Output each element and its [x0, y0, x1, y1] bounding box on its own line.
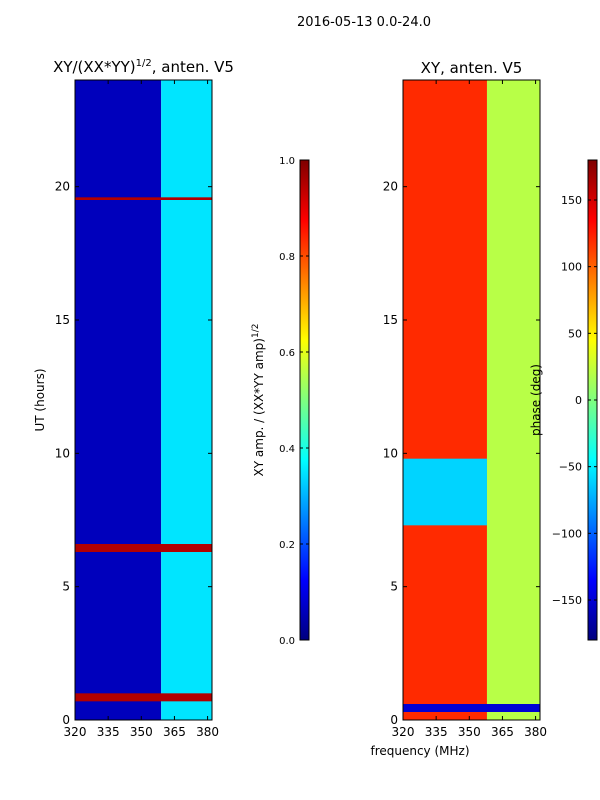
colorbar-tick-label: 0.2 — [279, 540, 295, 551]
colorbar-tick-label: 150 — [561, 194, 582, 207]
colorbar-tick-label: 1.0 — [279, 156, 295, 167]
colorbar-label-2: phase (deg) — [529, 364, 543, 436]
panel-2: 320 335 350 365 380 0 5 10 15 20 XY, anten. V5 freq… — [370, 59, 598, 758]
ytick-label: 10 — [55, 446, 70, 460]
colorbar-tick-label: 100 — [561, 261, 582, 274]
colorbar-tick-label: 0 — [575, 394, 582, 407]
ytick-label: 15 — [383, 313, 398, 327]
ytick-label: 0 — [62, 713, 70, 727]
xtick-label: 350 — [458, 725, 481, 739]
xlabel: frequency (MHz) — [370, 744, 469, 758]
xtick-label: 335 — [425, 725, 448, 739]
heatmap-cell-1-1 — [75, 80, 162, 720]
panel-title-2: XY, anten. V5 — [421, 59, 523, 77]
axes-frame-1 — [74, 79, 213, 721]
colorbar-tick-label: 0.8 — [279, 252, 295, 263]
xtick-label: 335 — [97, 725, 120, 739]
colorbar-tick-label: −50 — [559, 461, 582, 474]
heatmap-cell-1-3 — [75, 693, 212, 702]
heatmap-cell-2-4 — [403, 704, 540, 712]
axes-frame-2 — [402, 79, 541, 721]
ytick-label: 10 — [383, 446, 398, 460]
xtick-label: 350 — [130, 725, 153, 739]
heatmap-cell-2-1 — [403, 80, 487, 720]
ytick-label: 5 — [62, 580, 70, 594]
heatmap-cell-1-5 — [75, 197, 212, 200]
figure-suptitle: 2016-05-13 0.0-24.0 — [297, 15, 431, 30]
heatmap-cell-1-4 — [75, 544, 212, 552]
heatmap-cell-2-2 — [486, 80, 540, 720]
ytick-label: 5 — [390, 580, 398, 594]
xtick-label: 365 — [491, 725, 514, 739]
panel-1: 320 335 350 365 380 0 5 10 15 20 XY/(XX*YY)1/2, an… — [33, 58, 310, 739]
colorbar-tick-label: 0.4 — [279, 444, 295, 455]
heatmap-cell-1-2 — [161, 80, 212, 720]
xtick-label: 320 — [64, 725, 87, 739]
colorbar-tick-label: 0.6 — [279, 348, 295, 359]
ylabel: UT (hours) — [33, 368, 47, 431]
ytick-label: 15 — [55, 313, 70, 327]
xtick-label: 365 — [163, 725, 186, 739]
ytick-label: 0 — [390, 713, 398, 727]
panel-title-1: XY/(XX*YY)1/2, anten. V5 — [53, 58, 234, 76]
ytick-label: 20 — [55, 180, 70, 194]
colorbar-tick-label: −100 — [552, 527, 582, 540]
xtick-label: 320 — [392, 725, 415, 739]
colorbar-label-1: XY amp. / (XX*YY amp)1/2 — [251, 324, 266, 477]
colorbar-tick-label: −150 — [552, 594, 582, 607]
colorbar-1 — [299, 159, 310, 641]
xtick-label: 380 — [524, 725, 547, 739]
xtick-label: 380 — [196, 725, 219, 739]
colorbar-tick-label: 50 — [568, 327, 582, 340]
ytick-label: 20 — [383, 180, 398, 194]
heatmap-cell-2-3 — [403, 458, 487, 526]
colorbar-tick-label: 0.0 — [279, 636, 295, 647]
